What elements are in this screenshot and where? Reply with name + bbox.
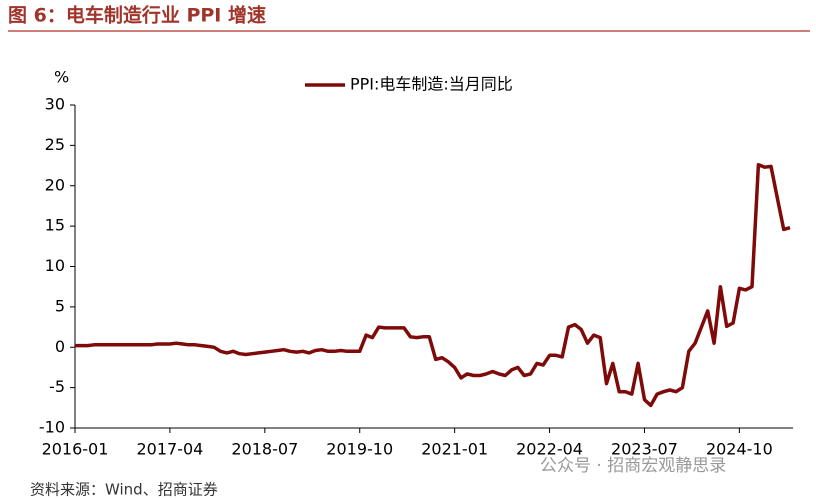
- y-tick-label: -10: [39, 418, 65, 437]
- y-tick-label: -5: [49, 377, 65, 396]
- x-tick-label: 2018-07: [231, 440, 298, 459]
- y-tick-label: 10: [45, 256, 65, 275]
- x-tick-label: 2016-01: [42, 440, 109, 459]
- chart-title: 图 6：电车制造行业 PPI 增速: [8, 4, 266, 27]
- legend-label: PPI:电车制造:当月同比: [350, 75, 513, 94]
- source: 资料来源：Wind、招商证券: [30, 481, 218, 499]
- line-series: [75, 163, 791, 408]
- x-tick-label: 2019-10: [326, 440, 393, 459]
- y-tick-label: 30: [45, 95, 65, 114]
- watermark: 公众号 · 招商宏观静思录: [540, 456, 726, 476]
- y-tick-label: 15: [45, 216, 65, 235]
- y-tick-label: 0: [55, 337, 65, 356]
- x-tick-label: 2023-07: [611, 440, 678, 459]
- x-tick-label: 2024-10: [706, 440, 773, 459]
- y-unit: %: [54, 68, 69, 87]
- y-tick-label: 5: [55, 296, 65, 315]
- x-tick-label: 2021-01: [421, 440, 488, 459]
- x-tick-label: 2022-04: [516, 440, 583, 459]
- x-tick-label: 2017-04: [136, 440, 203, 459]
- y-tick-label: 25: [45, 135, 65, 154]
- y-tick-label: 20: [45, 175, 65, 194]
